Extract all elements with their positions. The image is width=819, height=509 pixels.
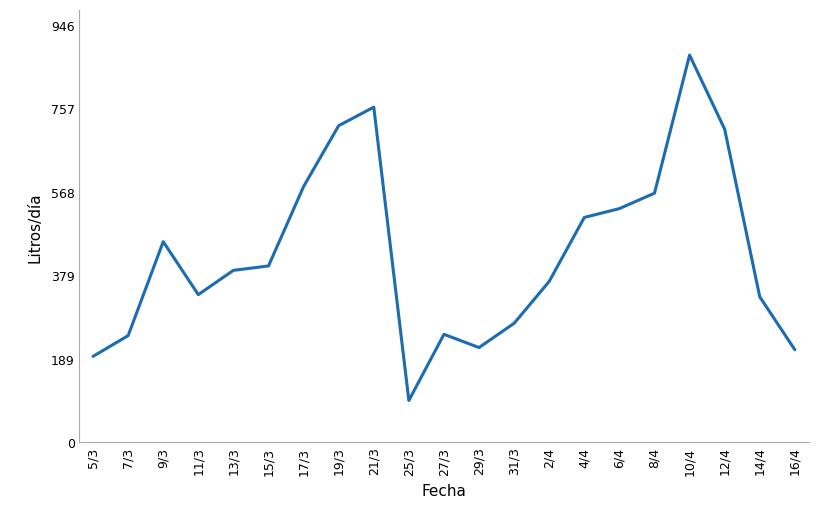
Y-axis label: Litros/día: Litros/día (28, 191, 43, 262)
X-axis label: Fecha: Fecha (421, 483, 466, 498)
